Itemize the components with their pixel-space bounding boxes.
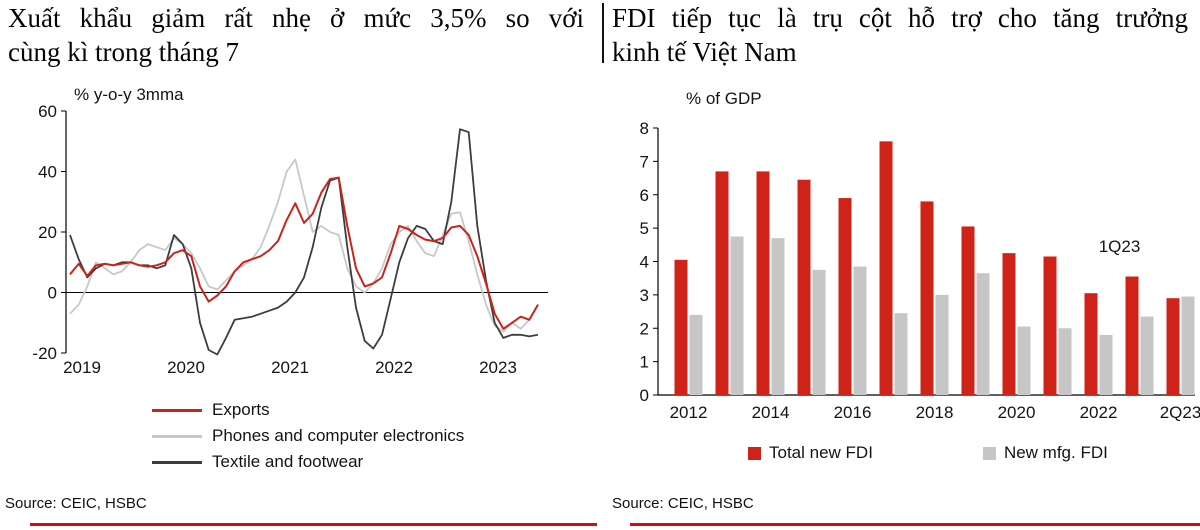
right-footer-rule: [630, 523, 1200, 526]
bar-total-fdi-1Q23: [1125, 276, 1139, 395]
x-tick-label: 2016: [834, 403, 872, 422]
legend-label: Phones and computer electronics: [212, 426, 465, 445]
left-chart-title: Xuất khẩu giảm rất nhẹ ở mức 3,5% so với…: [8, 1, 584, 69]
legend-label: Total new FDI: [769, 443, 873, 462]
line-chart-legend: Exports Phones and computer electronics …: [152, 400, 464, 472]
bar-chart-legend: Total new FDI New mfg. FDI: [748, 443, 1108, 463]
x-tick-label: 2021: [271, 358, 309, 377]
x-tick-label: 2022: [1080, 403, 1118, 422]
y-tick-label: 0: [48, 284, 57, 303]
legend-item-total-fdi: Total new FDI: [748, 443, 873, 463]
y-tick-label: 8: [640, 119, 649, 138]
bar-mfg-fdi-2019: [976, 273, 990, 395]
y-tick-label: 40: [38, 163, 57, 182]
legend-label: New mfg. FDI: [1003, 443, 1108, 462]
left-footer-rule: [30, 523, 597, 526]
bar-mfg-fdi-2020: [1017, 326, 1031, 395]
bar-total-fdi-2Q23: [1166, 298, 1180, 395]
y-tick-label: 1: [640, 353, 649, 372]
y-tick-label: 60: [38, 102, 57, 121]
bar-total-fdi-2015: [797, 179, 811, 395]
bar-mfg-fdi-2021: [1058, 328, 1072, 395]
bar-mfg-fdi-2014: [771, 238, 785, 395]
phones-line-swatch: [152, 434, 202, 438]
left-source-note: Source: CEIC, HSBC: [5, 495, 147, 512]
x-tick-label: 2012: [670, 403, 708, 422]
line-series-0: [69, 176, 539, 330]
fdi-bar-chart: 0 1 2 3 4 5 6 7 8 2012 2014 2016 2018 2020 2022 2Q23 1Q2…: [640, 119, 1200, 422]
left-title-line2: cùng kì trong tháng 7: [8, 37, 239, 67]
y-tick-label: 3: [640, 286, 649, 305]
line-series-1: [69, 158, 539, 333]
right-title-line2: kinh tế Việt Nam: [612, 37, 797, 67]
bar-total-fdi-2021: [1043, 256, 1057, 395]
total-fdi-swatch: [748, 446, 761, 460]
legend-item-phones: Phones and computer electronics: [152, 426, 464, 446]
bar-total-fdi-2017: [879, 141, 893, 395]
bar-mfg-fdi-2012: [689, 314, 703, 395]
y-tick-label: 5: [640, 219, 649, 238]
bar-total-fdi-2014: [756, 171, 770, 395]
right-axis-unit-label: % of GDP: [686, 89, 762, 108]
legend-label: Textile and footwear: [212, 452, 364, 471]
bar-mfg-fdi-2022: [1099, 334, 1113, 395]
bar-total-fdi-2019: [961, 226, 975, 395]
y-tick-label: 0: [640, 386, 649, 405]
bar-mfg-fdi-2013: [730, 236, 744, 395]
column-divider: [602, 3, 604, 63]
y-tick-label: 6: [640, 186, 649, 205]
legend-item-exports: Exports: [152, 400, 464, 420]
left-title-line1: Xuất khẩu giảm rất nhẹ ở mức 3,5% so với: [8, 3, 584, 33]
x-tick-label: 2018: [916, 403, 954, 422]
bar-total-fdi-2016: [838, 198, 852, 395]
exports-line-swatch: [152, 408, 202, 412]
exports-line-chart: -20 0 20 40 60 2019 2020 2021 2022 2023: [32, 102, 548, 377]
y-tick-label: -20: [32, 344, 57, 363]
line-series-2: [69, 128, 539, 356]
right-chart-title: FDI tiếp tục là trụ cột hỗ trợ cho tăng …: [612, 1, 1188, 69]
bar-mfg-fdi-2016: [853, 266, 867, 395]
right-source-note: Source: CEIC, HSBC: [612, 495, 754, 512]
x-tick-label: 2019: [63, 358, 101, 377]
x-tick-label: 2020: [998, 403, 1036, 422]
y-tick-label: 2: [640, 319, 649, 338]
legend-item-mfg-fdi: New mfg. FDI: [982, 443, 1108, 463]
bar-mfg-fdi-2017: [894, 313, 908, 395]
bar-total-fdi-2012: [674, 259, 688, 395]
bar-total-fdi-2022: [1084, 293, 1098, 395]
legend-label: Exports: [212, 400, 270, 419]
bar-mfg-fdi-2015: [812, 269, 826, 395]
x-tick-label: 2020: [167, 358, 205, 377]
y-tick-label: 4: [640, 253, 649, 272]
bar-total-fdi-2020: [1002, 253, 1016, 395]
left-axis-unit-label: % y-o-y 3mma: [74, 85, 184, 104]
y-tick-label: 20: [38, 223, 57, 242]
y-tick-label: 7: [640, 152, 649, 171]
bar-mfg-fdi-1Q23: [1140, 316, 1154, 395]
x-tick-label: 2023: [479, 358, 517, 377]
bar-total-fdi-2013: [715, 171, 729, 395]
x-tick-label: 2014: [752, 403, 790, 422]
right-title-line1: FDI tiếp tục là trụ cột hỗ trợ cho tăng …: [612, 3, 1188, 33]
x-tick-label: 2022: [375, 358, 413, 377]
textile-line-swatch: [152, 460, 202, 464]
mfg-fdi-swatch: [982, 446, 996, 460]
bar-mfg-fdi-2018: [935, 294, 949, 395]
bar-total-fdi-2018: [920, 201, 934, 395]
bar-mfg-fdi-2Q23: [1181, 296, 1195, 395]
x-tick-label: 2Q23: [1160, 403, 1200, 422]
legend-item-textile: Textile and footwear: [152, 452, 464, 472]
annotation-1q23: 1Q23: [1099, 237, 1141, 256]
